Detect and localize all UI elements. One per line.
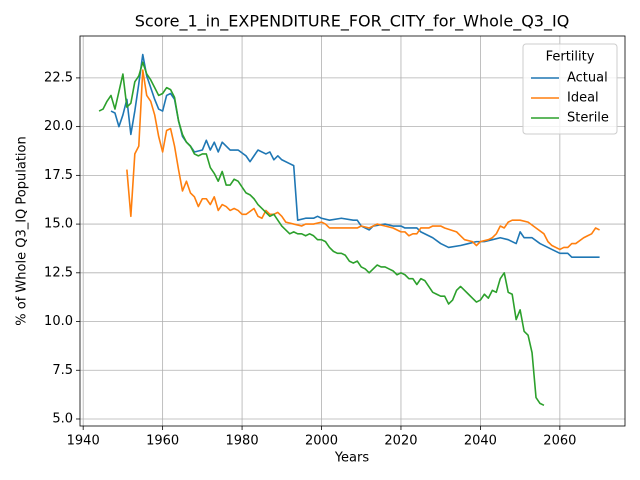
y-tick-label: 5.0 xyxy=(52,411,73,426)
y-tick-label: 15.0 xyxy=(44,217,73,232)
legend-label: Sterile xyxy=(567,111,609,126)
legend-title: Fertility xyxy=(546,50,595,65)
y-tick-label: 22.5 xyxy=(44,70,73,85)
series-line xyxy=(110,53,600,259)
x-tick-label: 2060 xyxy=(543,434,576,449)
y-tick-label: 12.5 xyxy=(44,265,73,280)
y-tick-label: 7.5 xyxy=(52,363,73,378)
x-tick-label: 2020 xyxy=(384,434,417,449)
y-tick-label: 10.0 xyxy=(44,314,73,329)
legend-label: Actual xyxy=(567,71,608,86)
y-tick-label: 20.0 xyxy=(44,119,73,134)
legend-label: Ideal xyxy=(567,91,599,106)
x-tick-label: 2000 xyxy=(305,434,338,449)
x-tick-label: 1960 xyxy=(146,434,179,449)
legend-box xyxy=(522,43,618,135)
x-tick-label: 1980 xyxy=(226,434,259,449)
x-tick-label: 2040 xyxy=(464,434,497,449)
series-line xyxy=(126,69,600,251)
y-axis-label: % of Whole Q3_IQ Population xyxy=(15,136,30,325)
x-axis-label: Years xyxy=(334,451,370,466)
legend: Fertility Actual Ideal Sterile xyxy=(522,43,618,135)
chart-title: Score_1_in_EXPENDITURE_FOR_CITY_for_Whol… xyxy=(135,12,570,32)
y-tick-label: 17.5 xyxy=(44,168,73,183)
plot-frame xyxy=(79,35,626,427)
x-tick-label: 1940 xyxy=(67,434,100,449)
series-line xyxy=(98,61,545,407)
